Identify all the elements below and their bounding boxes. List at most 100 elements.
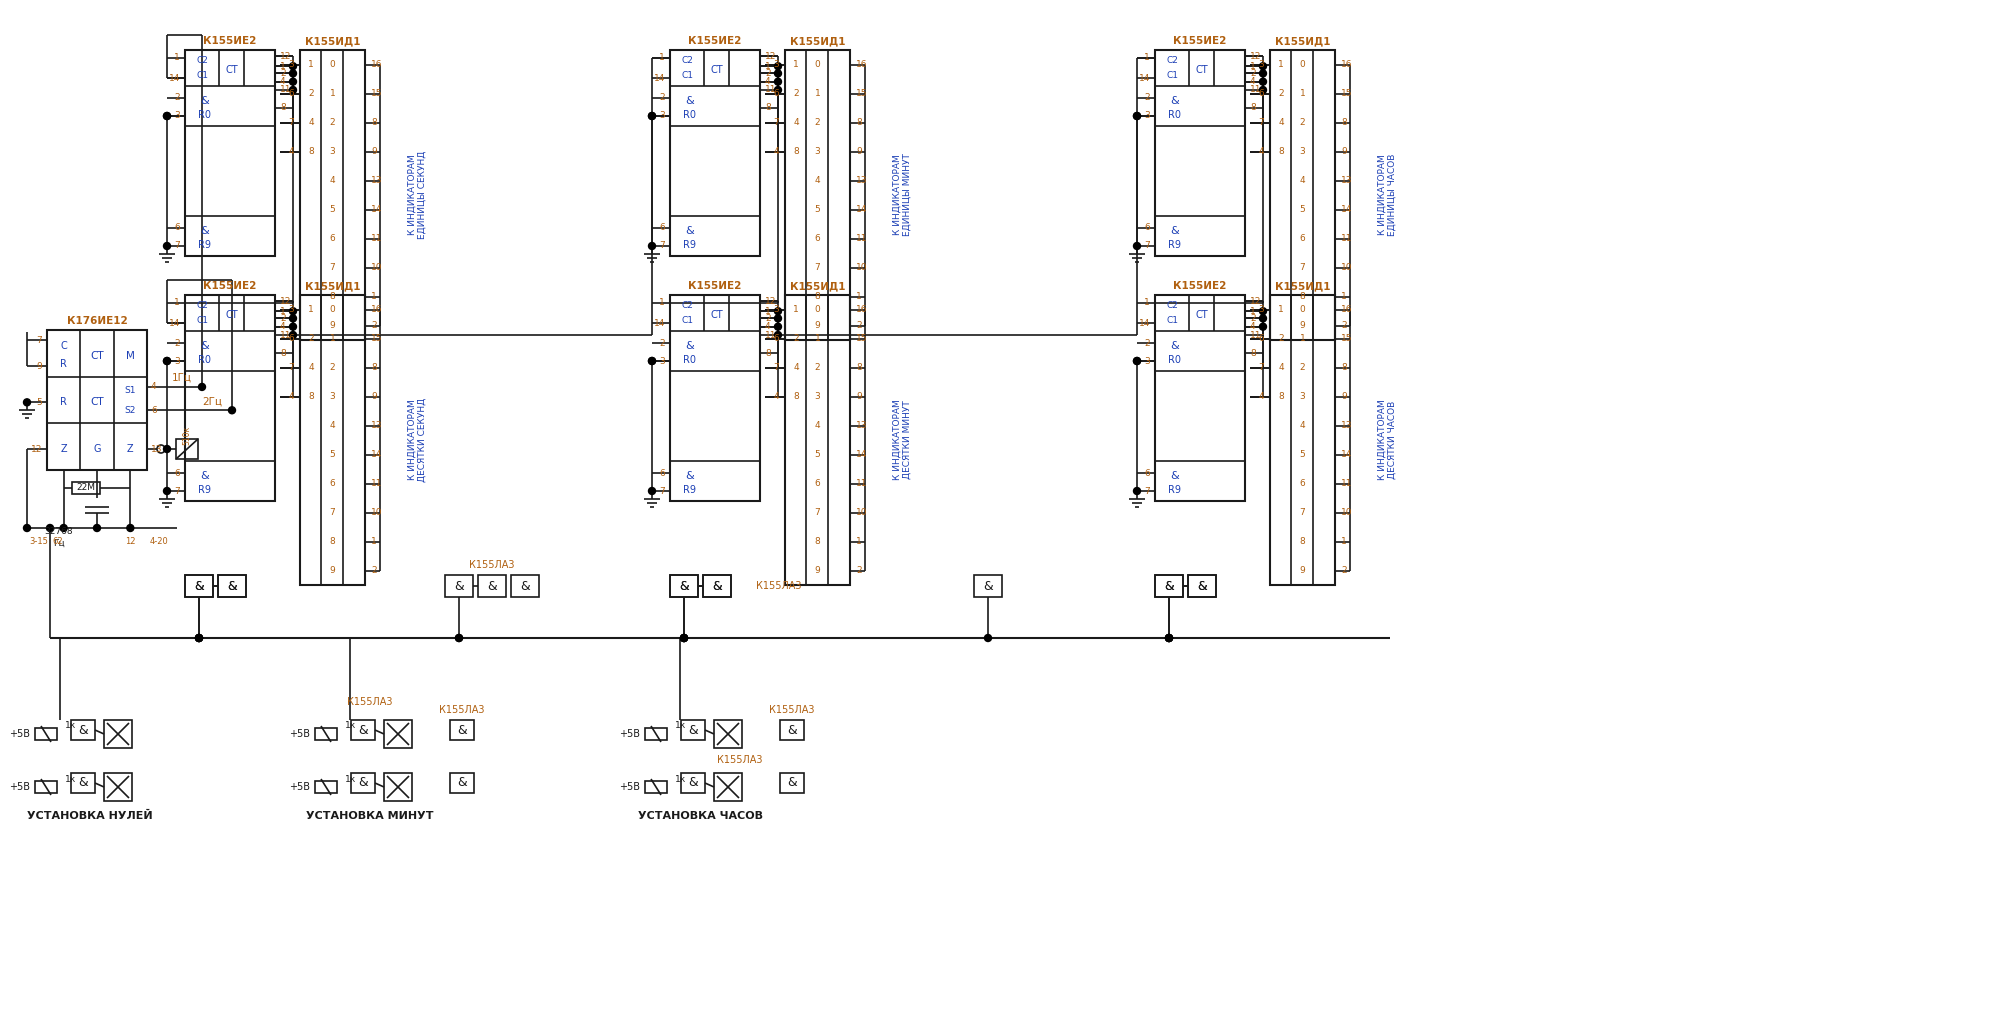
Text: 9: 9 <box>1340 392 1346 401</box>
Text: 8: 8 <box>1300 537 1306 546</box>
Text: 2: 2 <box>1340 566 1346 575</box>
Text: 1: 1 <box>1300 334 1306 343</box>
Text: C2: C2 <box>682 57 694 65</box>
Text: 6: 6 <box>814 234 820 243</box>
Circle shape <box>290 70 296 77</box>
Text: 1: 1 <box>1250 62 1256 71</box>
Bar <box>670 575 698 597</box>
Text: 3: 3 <box>330 147 336 156</box>
Text: 3: 3 <box>774 305 780 314</box>
Text: 4: 4 <box>764 77 770 87</box>
Text: 7: 7 <box>660 241 664 251</box>
Bar <box>680 773 704 793</box>
Circle shape <box>164 445 170 453</box>
Text: 1: 1 <box>1340 292 1346 301</box>
Text: 10: 10 <box>856 263 868 272</box>
Circle shape <box>1260 78 1266 86</box>
Bar <box>218 575 246 597</box>
Text: 13: 13 <box>856 421 868 430</box>
Text: 5: 5 <box>36 398 42 407</box>
Text: 3: 3 <box>1258 60 1264 69</box>
Bar <box>300 295 364 585</box>
Text: 3: 3 <box>174 357 180 366</box>
Text: 7: 7 <box>174 487 180 496</box>
Text: 13: 13 <box>152 444 162 454</box>
Bar <box>512 575 540 597</box>
Text: 1: 1 <box>1144 54 1150 63</box>
Text: 8: 8 <box>1250 348 1256 358</box>
Text: CT: CT <box>226 309 238 320</box>
Text: 5: 5 <box>330 205 336 214</box>
Text: 16: 16 <box>372 60 382 69</box>
Text: 1к: 1к <box>64 722 76 731</box>
Text: 1: 1 <box>330 89 336 98</box>
Bar <box>184 295 276 501</box>
Text: 2Гц: 2Гц <box>202 396 222 406</box>
Text: 9: 9 <box>856 147 862 156</box>
Text: &: & <box>358 776 368 790</box>
Text: 7: 7 <box>1258 363 1264 372</box>
Circle shape <box>1166 634 1172 641</box>
Text: &: & <box>686 341 694 352</box>
Circle shape <box>1134 358 1140 365</box>
Text: 1: 1 <box>1144 298 1150 307</box>
Text: C1: C1 <box>682 71 694 80</box>
Circle shape <box>24 525 30 532</box>
Text: 2: 2 <box>1300 363 1306 372</box>
Circle shape <box>164 242 170 250</box>
Bar <box>974 575 1002 597</box>
Text: CT: CT <box>226 65 238 75</box>
Text: 9: 9 <box>36 362 42 371</box>
Text: &: & <box>680 579 688 593</box>
Text: 16: 16 <box>1340 305 1352 314</box>
Circle shape <box>648 488 656 495</box>
Text: 2: 2 <box>660 94 664 102</box>
Text: 16: 16 <box>1340 60 1352 69</box>
Text: 7: 7 <box>174 241 180 251</box>
Text: 7: 7 <box>36 336 42 344</box>
Text: 14: 14 <box>168 319 180 328</box>
Text: C1: C1 <box>196 317 208 326</box>
Text: 0: 0 <box>330 305 336 314</box>
Bar <box>714 720 742 749</box>
Text: 7: 7 <box>1300 263 1306 272</box>
Text: R0: R0 <box>1168 355 1182 365</box>
Text: 12: 12 <box>764 297 776 306</box>
Text: R: R <box>60 397 68 407</box>
Text: &: & <box>520 579 530 593</box>
Text: 4: 4 <box>1250 77 1256 87</box>
Text: 7: 7 <box>814 263 820 272</box>
Text: 11: 11 <box>280 331 292 339</box>
Text: 1к: 1к <box>346 722 356 731</box>
Text: 7: 7 <box>814 508 820 517</box>
Text: 10: 10 <box>856 508 868 517</box>
Text: 1: 1 <box>174 298 180 307</box>
Text: 1: 1 <box>814 89 820 98</box>
Text: 6: 6 <box>1300 479 1306 488</box>
Bar <box>1188 575 1216 597</box>
Text: C2: C2 <box>196 57 208 65</box>
Text: 2: 2 <box>856 566 862 575</box>
Text: 4: 4 <box>1258 147 1264 156</box>
Text: 8: 8 <box>764 103 770 112</box>
Circle shape <box>774 314 782 322</box>
Circle shape <box>290 323 296 330</box>
Circle shape <box>774 78 782 86</box>
Text: 14: 14 <box>372 450 382 459</box>
Text: &: & <box>458 776 466 790</box>
Text: Z: Z <box>60 444 66 454</box>
Bar <box>704 575 732 597</box>
Text: 9: 9 <box>1300 566 1306 575</box>
Text: 4: 4 <box>308 118 314 127</box>
Text: 2: 2 <box>280 69 286 78</box>
Text: 0: 0 <box>1300 305 1306 314</box>
Circle shape <box>196 634 202 641</box>
Bar <box>104 720 132 749</box>
Bar <box>218 575 246 597</box>
Text: К155ЛА3: К155ЛА3 <box>470 560 514 570</box>
Bar <box>72 773 96 793</box>
Text: 11: 11 <box>1250 86 1262 95</box>
Text: +5В: +5В <box>10 729 30 739</box>
Text: 12: 12 <box>280 52 292 61</box>
Text: 4: 4 <box>764 322 770 331</box>
